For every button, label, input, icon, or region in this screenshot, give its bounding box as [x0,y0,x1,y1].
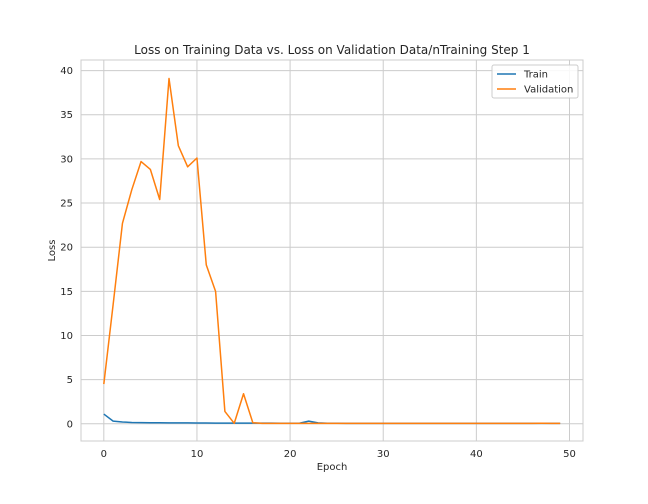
grid [81,60,583,441]
series-line-validation [103,77,561,425]
legend-label: Train [523,70,548,81]
y-tick-labels: 0 5 10 15 20 25 30 35 40 [60,66,73,430]
x-axis-label: Epoch [317,462,348,473]
x-tick-label: 20 [284,449,297,460]
x-tick-labels: 0 10 20 30 40 50 [101,449,576,460]
y-tick-label: 35 [60,110,73,121]
legend: Train Validation [491,64,579,99]
y-tick-label: 5 [67,375,73,386]
y-axis-label: Loss [47,240,58,262]
y-tick-label: 20 [60,243,73,254]
legend-label: Validation [524,85,573,96]
series-line-train [103,413,561,425]
y-tick-label: 30 [60,154,73,165]
x-tick-label: 10 [191,449,204,460]
x-tick-label: 40 [470,449,483,460]
y-tick-label: 10 [60,331,73,342]
x-tick-label: 0 [101,449,107,460]
plot-frame [80,59,584,442]
y-tick-label: 40 [60,66,73,77]
series-layer [103,77,561,425]
y-tick-label: 15 [60,287,73,298]
x-tick-label: 30 [377,449,390,460]
y-tick-label: 0 [67,419,73,430]
x-tick-label: 50 [563,449,576,460]
chart-title: Loss on Training Data vs. Loss on Valida… [134,43,530,57]
y-tick-label: 25 [60,199,73,210]
